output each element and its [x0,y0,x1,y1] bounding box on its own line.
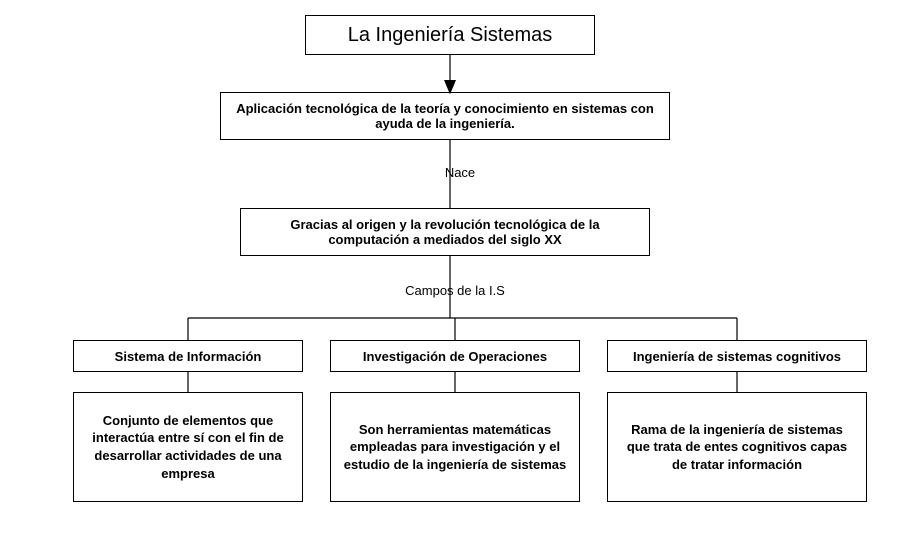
field2-desc-text: Son herramientas matemáticas empleadas p… [341,421,569,474]
title-box: La Ingeniería Sistemas [305,15,595,55]
field1-desc-box: Conjunto de elementos que interactúa ent… [73,392,303,502]
definition-text: Aplicación tecnológica de la teoría y co… [231,101,659,131]
field1-desc-text: Conjunto de elementos que interactúa ent… [84,412,292,482]
field3-title-text: Ingeniería de sistemas cognitivos [633,349,841,364]
field3-title-box: Ingeniería de sistemas cognitivos [607,340,867,372]
origin-text: Gracias al origen y la revolución tecnol… [251,217,639,247]
label-nace-text: Nace [445,165,475,180]
label-nace: Nace [430,165,490,180]
field2-title-text: Investigación de Operaciones [363,349,547,364]
field1-title-box: Sistema de Información [73,340,303,372]
label-campos: Campos de la I.S [390,283,520,298]
field3-desc-text: Rama de la ingeniería de sistemas que tr… [618,421,856,474]
definition-box: Aplicación tecnológica de la teoría y co… [220,92,670,140]
field2-desc-box: Son herramientas matemáticas empleadas p… [330,392,580,502]
title-text: La Ingeniería Sistemas [348,24,553,47]
field3-desc-box: Rama de la ingeniería de sistemas que tr… [607,392,867,502]
label-campos-text: Campos de la I.S [405,283,505,298]
field2-title-box: Investigación de Operaciones [330,340,580,372]
origin-box: Gracias al origen y la revolución tecnol… [240,208,650,256]
field1-title-text: Sistema de Información [115,349,262,364]
